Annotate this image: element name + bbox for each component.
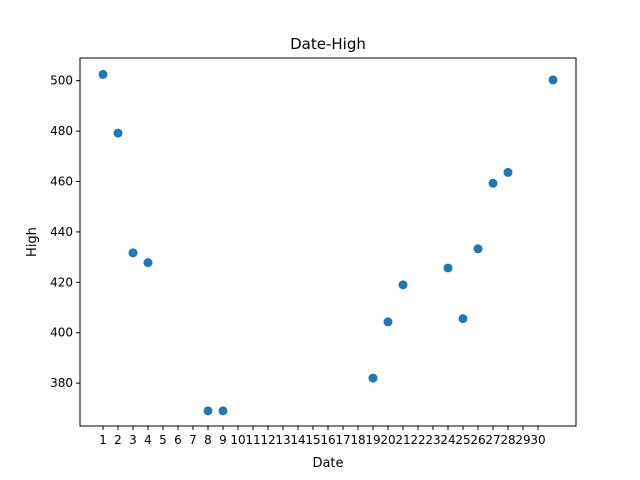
data-point: [443, 263, 453, 273]
y-axis-label: High: [25, 227, 40, 257]
x-axis-label: Date: [312, 456, 343, 471]
x-tick-label: 21: [395, 433, 410, 447]
data-point: [503, 167, 513, 177]
x-tick-label: 15: [305, 433, 320, 447]
x-tick-label: 18: [350, 433, 365, 447]
y-tick-label: 400: [50, 326, 73, 340]
x-tick-label: 4: [144, 433, 152, 447]
x-tick-label: 26: [470, 433, 485, 447]
x-tick-label: 10: [230, 433, 245, 447]
y-tick-label: 440: [50, 225, 73, 239]
x-tick-label: 7: [189, 433, 197, 447]
x-tick-label: 3: [129, 433, 137, 447]
chart-title: Date-High: [290, 35, 366, 53]
x-tick-label: 6: [174, 433, 182, 447]
x-tick-label: 25: [455, 433, 470, 447]
data-point: [128, 248, 138, 258]
data-point: [458, 314, 468, 324]
x-tick-label: 8: [204, 433, 212, 447]
x-tick-label: 23: [425, 433, 440, 447]
x-tick-label: 11: [245, 433, 260, 447]
x-tick-label: 12: [260, 433, 275, 447]
y-tick-label: 480: [50, 124, 73, 138]
x-tick-label: 16: [320, 433, 335, 447]
data-point: [368, 373, 378, 383]
y-tick-label: 500: [50, 74, 73, 88]
y-tick-label: 460: [50, 175, 73, 189]
plot-area: [80, 58, 576, 426]
x-tick-label: 20: [380, 433, 395, 447]
x-tick-label: 1: [99, 433, 107, 447]
data-point: [218, 406, 228, 416]
y-tick-label: 420: [50, 275, 73, 289]
x-tick-label: 5: [159, 433, 167, 447]
y-tick-label: 380: [50, 376, 73, 390]
y-axis-ticks: 380 400 420 440 460 480 500: [50, 74, 80, 390]
x-tick-label: 13: [275, 433, 290, 447]
data-point: [143, 258, 153, 268]
x-tick-label: 28: [500, 433, 515, 447]
data-point: [98, 69, 108, 79]
data-point: [383, 317, 393, 327]
x-tick-label: 30: [530, 433, 545, 447]
x-tick-label: 22: [410, 433, 425, 447]
x-tick-label: 2: [114, 433, 122, 447]
data-point: [548, 75, 558, 85]
x-tick-label: 14: [290, 433, 305, 447]
data-points: [98, 69, 558, 416]
x-axis-ticks: 1 2 3 4 5 6 7 8 9 10 11 12 13 14 15 16 17 18 19 20 21 22 23 24 2…: [99, 426, 546, 447]
x-tick-label: 24: [440, 433, 455, 447]
x-tick-label: 27: [485, 433, 500, 447]
x-tick-label: 17: [335, 433, 350, 447]
data-point: [398, 280, 408, 290]
x-tick-label: 9: [219, 433, 227, 447]
data-point: [473, 244, 483, 254]
data-point: [203, 406, 213, 416]
x-tick-label: 29: [515, 433, 530, 447]
data-point: [488, 178, 498, 188]
data-point: [113, 128, 123, 138]
x-tick-label: 19: [365, 433, 380, 447]
plot-frame: [79, 57, 577, 427]
